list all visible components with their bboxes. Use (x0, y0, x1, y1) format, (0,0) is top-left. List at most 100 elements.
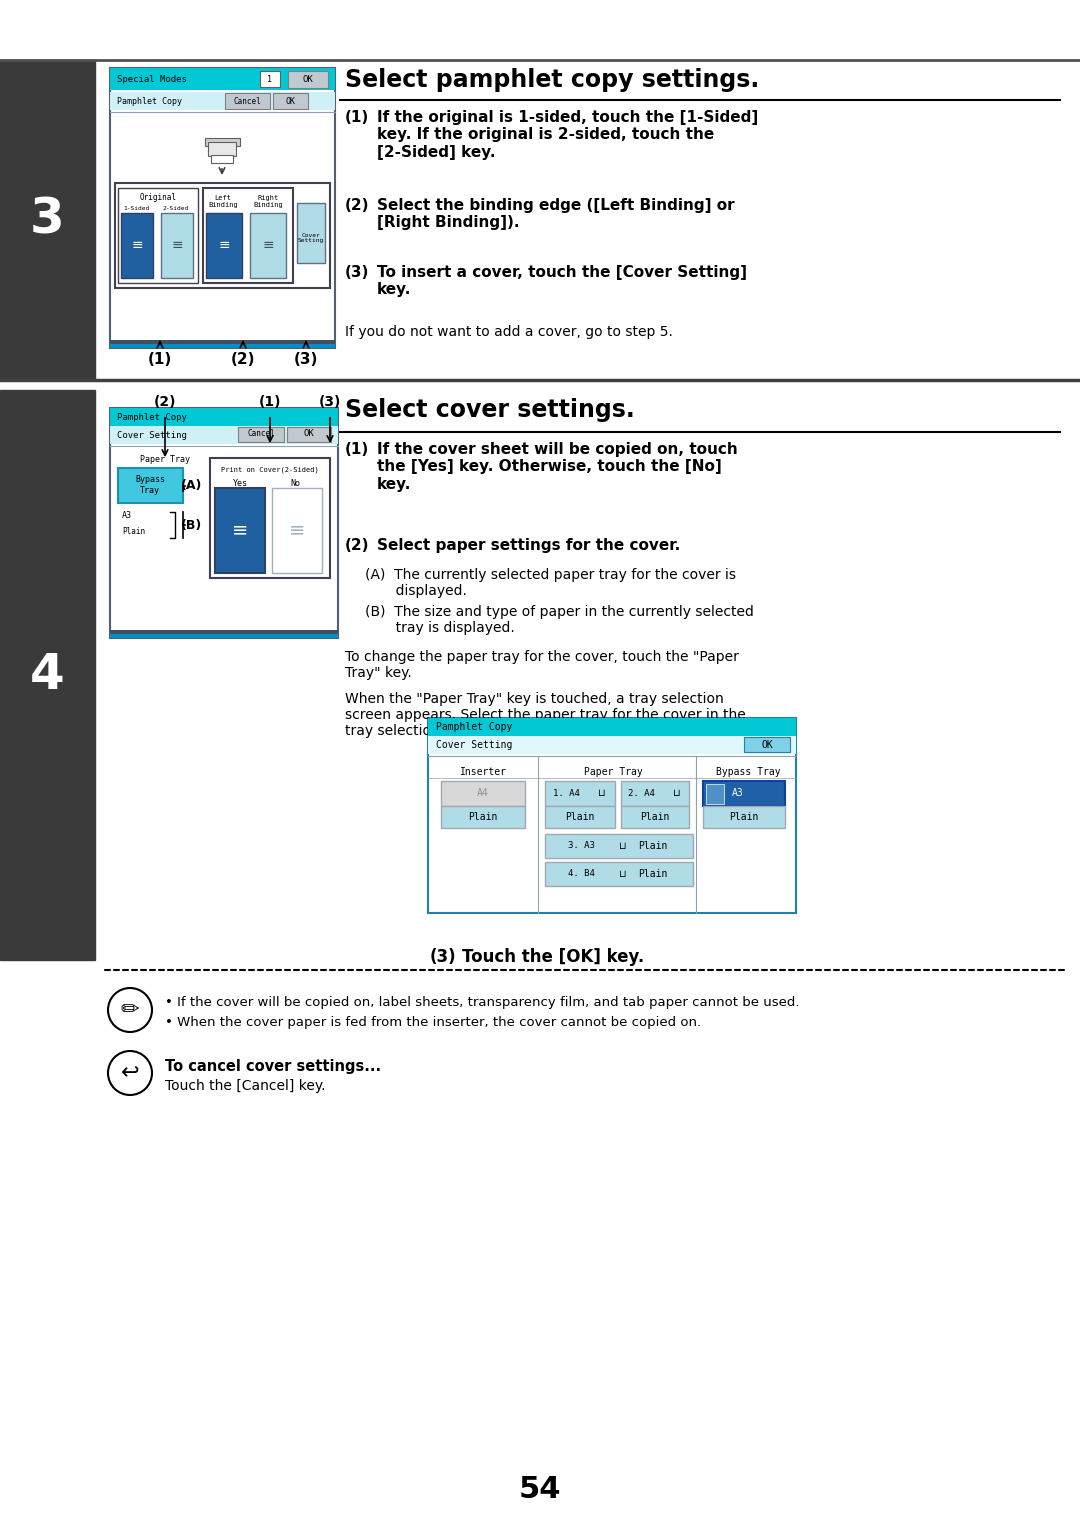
Bar (703, 805, 785, 828)
Text: Binding: Binding (208, 202, 238, 208)
Text: Paper Tray: Paper Tray (583, 767, 643, 778)
Text: ≡: ≡ (131, 238, 143, 252)
Text: Cover Setting: Cover Setting (436, 740, 512, 750)
Bar (706, 784, 724, 804)
Bar (110, 92, 335, 110)
Bar (441, 781, 525, 805)
Text: To insert a cover, touch the [Cover Setting]
key.: To insert a cover, touch the [Cover Sett… (377, 264, 747, 298)
Bar (260, 70, 280, 87)
Bar (621, 805, 689, 828)
Text: Yes: Yes (232, 478, 247, 487)
Text: Plain: Plain (640, 811, 670, 822)
Text: (2): (2) (345, 538, 369, 553)
Text: ⊔: ⊔ (598, 788, 606, 798)
Text: 1-Sided: 1-Sided (123, 205, 149, 211)
Bar (215, 487, 265, 573)
Text: 1: 1 (268, 75, 272, 84)
Text: 4. B4: 4. B4 (568, 869, 595, 879)
Text: Select pamphlet copy settings.: Select pamphlet copy settings. (345, 69, 759, 92)
Text: 4: 4 (29, 651, 65, 698)
Bar (206, 212, 242, 278)
Text: To cancel cover settings...: To cancel cover settings... (165, 1059, 381, 1074)
Text: Select paper settings for the cover.: Select paper settings for the cover. (377, 538, 680, 553)
Bar (441, 805, 525, 828)
Text: OK: OK (285, 96, 295, 105)
Text: 3. A3: 3. A3 (568, 842, 595, 851)
Text: ⬛: ⬛ (219, 148, 225, 157)
Bar (545, 862, 693, 886)
Text: Binding: Binding (253, 202, 283, 208)
Text: (3): (3) (319, 396, 341, 410)
Text: (1): (1) (259, 396, 281, 410)
Bar (118, 468, 183, 503)
Bar (114, 183, 330, 287)
Text: (B): (B) (181, 518, 203, 532)
Text: Original: Original (139, 194, 176, 203)
Text: Right: Right (257, 196, 279, 202)
Bar (118, 188, 198, 283)
Bar (110, 630, 338, 634)
Text: Pamphlet Copy: Pamphlet Copy (117, 413, 187, 422)
Bar (545, 805, 615, 828)
Bar (249, 212, 286, 278)
Bar (110, 341, 335, 344)
Bar (0, 60, 95, 380)
Bar (297, 203, 325, 263)
Text: Pamphlet Copy: Pamphlet Copy (436, 723, 512, 732)
Text: If you do not want to add a cover, go to step 5.: If you do not want to add a cover, go to… (345, 325, 673, 339)
Text: (A)  The currently selected paper tray for the cover is
       displayed.: (A) The currently selected paper tray fo… (365, 568, 735, 597)
Text: ≡: ≡ (288, 521, 306, 539)
Text: (A): (A) (181, 480, 203, 492)
Text: (2): (2) (231, 353, 255, 368)
Text: Pamphlet Copy: Pamphlet Copy (117, 96, 183, 105)
Text: OK: OK (303, 429, 314, 439)
Text: (3): (3) (345, 264, 369, 280)
Bar (545, 781, 615, 805)
Text: Plain: Plain (469, 811, 498, 822)
Bar (110, 408, 338, 426)
Text: (2): (2) (153, 396, 176, 410)
Bar (110, 408, 338, 639)
Text: • If the cover will be copied on, label sheets, transparency film, and tab paper: • If the cover will be copied on, label … (165, 996, 799, 1008)
Text: Inserter: Inserter (459, 767, 507, 778)
Text: 3: 3 (29, 196, 65, 244)
Text: Print on Cover(2-Sided): Print on Cover(2-Sided) (221, 466, 319, 474)
Text: Plain: Plain (638, 840, 667, 851)
Bar (161, 212, 193, 278)
Text: Touch the [Cancel] key.: Touch the [Cancel] key. (165, 1079, 325, 1093)
Bar (238, 426, 284, 442)
Text: ⊔: ⊔ (673, 788, 680, 798)
Text: (1): (1) (345, 442, 369, 457)
Bar (273, 93, 308, 108)
Bar (110, 426, 338, 445)
Text: (1): (1) (148, 353, 172, 368)
Text: If the cover sheet will be copied on, touch
the [Yes] key. Otherwise, touch the : If the cover sheet will be copied on, to… (377, 442, 738, 492)
Bar (110, 69, 335, 90)
Text: ↩: ↩ (121, 1063, 139, 1083)
Bar (110, 69, 335, 348)
Text: Touch the [OK] key.: Touch the [OK] key. (462, 947, 645, 966)
Text: ≡: ≡ (262, 238, 274, 252)
Text: (3): (3) (430, 947, 457, 966)
Bar (428, 736, 796, 753)
Bar (225, 93, 270, 108)
Text: ⊔: ⊔ (619, 840, 626, 851)
Bar (545, 834, 693, 859)
Text: ✏: ✏ (121, 999, 139, 1021)
Text: Special Modes: Special Modes (117, 75, 187, 84)
Text: Plain: Plain (638, 869, 667, 879)
Text: Cover Setting: Cover Setting (117, 431, 187, 440)
Bar (205, 138, 240, 147)
Text: • When the cover paper is fed from the inserter, the cover cannot be copied on.: • When the cover paper is fed from the i… (165, 1016, 701, 1028)
Bar (208, 142, 237, 156)
Text: ⊔: ⊔ (619, 869, 626, 879)
Text: Left: Left (215, 196, 231, 202)
Text: When the "Paper Tray" key is touched, a tray selection
screen appears. Select th: When the "Paper Tray" key is touched, a … (345, 692, 746, 738)
Bar (211, 154, 233, 163)
Bar (428, 718, 796, 736)
Text: 2-Sided: 2-Sided (163, 205, 189, 211)
Text: A3: A3 (122, 510, 132, 520)
Text: (2): (2) (345, 199, 369, 212)
Text: Plain: Plain (122, 527, 145, 536)
Text: (B)  The size and type of paper in the currently selected
       tray is display: (B) The size and type of paper in the cu… (365, 605, 754, 636)
